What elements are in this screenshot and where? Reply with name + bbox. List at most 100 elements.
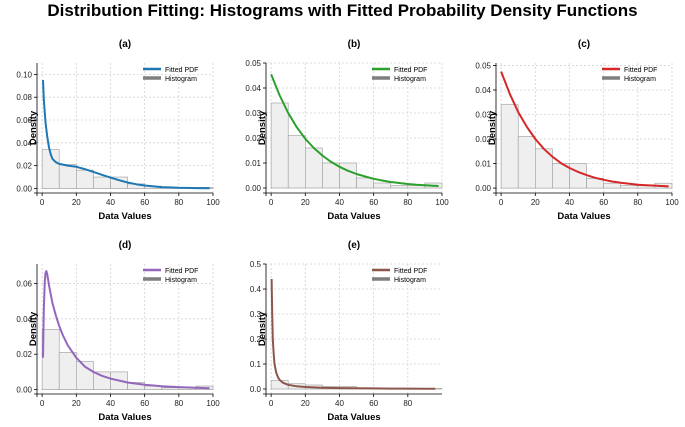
x-tick-label: 20 xyxy=(72,399,81,408)
y-tick-label: 0.06 xyxy=(16,279,32,288)
y-axis-label: Density xyxy=(487,110,498,145)
y-axis-label: Density xyxy=(28,311,39,346)
x-tick-label: 80 xyxy=(403,198,412,207)
x-tick-label: 0 xyxy=(499,198,504,207)
x-tick-label: 80 xyxy=(633,198,642,207)
y-tick-label: 0.00 xyxy=(475,184,491,193)
panel-title: (d) xyxy=(119,240,132,251)
x-tick-label: 60 xyxy=(140,399,149,408)
histogram-bar xyxy=(58,352,77,390)
y-tick-label: 0.5 xyxy=(250,260,262,269)
y-tick-label: 0.00 xyxy=(16,386,32,395)
x-tick-label: 40 xyxy=(335,198,344,207)
y-tick-label: 0.02 xyxy=(16,350,32,359)
histogram-bar xyxy=(569,163,587,189)
histogram-bar xyxy=(41,329,60,390)
x-tick-label: 0 xyxy=(40,198,45,207)
y-tick-label: 0.03 xyxy=(475,111,491,120)
legend-histogram-label: Histogram xyxy=(394,277,426,284)
legend-histogram-label: Histogram xyxy=(165,277,197,284)
figure-title: Distribution Fitting: Histograms with Fi… xyxy=(47,1,638,20)
x-tick-label: 100 xyxy=(435,198,449,207)
histogram-bar xyxy=(517,136,536,189)
y-axis-label: Density xyxy=(28,110,39,145)
y-tick-label: 0.04 xyxy=(245,84,261,93)
x-axis-label: Data Values xyxy=(327,211,380,222)
x-tick-label: 100 xyxy=(206,399,220,408)
y-tick-label: 0.02 xyxy=(475,135,491,144)
panel-title: (e) xyxy=(348,240,360,251)
x-tick-label: 80 xyxy=(174,399,183,408)
x-tick-label: 40 xyxy=(106,399,115,408)
histogram-bar xyxy=(603,182,622,189)
x-tick-label: 100 xyxy=(206,198,220,207)
y-tick-label: 0.3 xyxy=(250,310,262,319)
x-tick-label: 40 xyxy=(335,399,344,408)
x-axis-label: Data Values xyxy=(98,211,151,222)
y-tick-label: 0.05 xyxy=(245,59,261,68)
histogram-bar xyxy=(161,387,180,390)
histogram-bar xyxy=(93,176,111,189)
y-tick-label: 0.10 xyxy=(16,70,32,79)
fitted-pdf-line xyxy=(42,270,210,390)
histogram-bar xyxy=(287,135,306,189)
histogram-bar xyxy=(58,164,77,189)
y-tick-label: 0.04 xyxy=(16,139,32,148)
legend-pdf-label: Fitted PDF xyxy=(394,67,427,74)
x-tick-label: 100 xyxy=(665,198,679,207)
panel-title: (b) xyxy=(348,39,361,50)
histogram-bar xyxy=(93,371,111,390)
histogram-bar xyxy=(339,162,357,189)
histogram-bar xyxy=(390,185,409,189)
y-tick-label: 0.00 xyxy=(245,184,261,193)
y-tick-label: 0.01 xyxy=(245,159,261,168)
fitted-pdf-line xyxy=(270,278,436,390)
x-tick-label: 60 xyxy=(599,198,608,207)
x-axis-label: Data Values xyxy=(557,211,610,222)
y-tick-label: 0.08 xyxy=(16,93,32,102)
x-tick-label: 20 xyxy=(72,198,81,207)
legend-histogram-label: Histogram xyxy=(624,76,656,83)
legend-pdf-label: Fitted PDF xyxy=(165,268,198,275)
histogram-bar xyxy=(500,104,519,189)
legend-pdf-label: Fitted PDF xyxy=(165,67,198,74)
y-tick-label: 0.04 xyxy=(16,315,32,324)
chart-panel-3: 0 20 40 60 80 100 0.00 0.01 0.02 0.03 0.04 0.05 (c) D… xyxy=(475,39,679,222)
legend-pdf-label: Fitted PDF xyxy=(624,67,657,74)
x-axis-label: Data Values xyxy=(327,412,380,423)
x-axis-label: Data Values xyxy=(98,412,151,423)
x-tick-label: 80 xyxy=(174,198,183,207)
y-tick-label: 0.1 xyxy=(250,360,262,369)
y-tick-label: 0.00 xyxy=(16,184,32,193)
y-tick-label: 0.02 xyxy=(16,162,32,171)
x-tick-label: 20 xyxy=(531,198,540,207)
x-tick-label: 20 xyxy=(301,198,310,207)
y-tick-label: 0.03 xyxy=(245,109,261,118)
histogram-bar xyxy=(620,185,639,189)
chart-panel-5: 0 20 40 60 80 0.0 0.1 0.2 0.3 0.4 0.5 (e) Data Value… xyxy=(250,240,443,423)
x-tick-label: 20 xyxy=(301,399,310,408)
fitted-pdf-line xyxy=(270,73,439,187)
panel-title: (c) xyxy=(578,39,590,50)
histogram-bar xyxy=(356,177,374,189)
y-tick-label: 0.06 xyxy=(16,116,32,125)
x-tick-label: 40 xyxy=(565,198,574,207)
histogram-bar xyxy=(76,169,94,189)
histogram-bar xyxy=(322,162,340,189)
legend-pdf-label: Fitted PDF xyxy=(394,268,427,275)
chart-panel-4: 0 20 40 60 80 100 0.00 0.02 0.04 0.06 (d) Data Valu… xyxy=(16,240,220,423)
x-tick-label: 60 xyxy=(369,399,378,408)
y-axis-label: Density xyxy=(257,110,268,145)
x-tick-label: 40 xyxy=(106,198,115,207)
fitted-pdf-line xyxy=(42,80,210,190)
y-tick-label: 0.4 xyxy=(250,285,262,294)
y-tick-label: 0.2 xyxy=(250,335,262,344)
histogram-bar xyxy=(270,102,289,189)
y-tick-label: 0.01 xyxy=(475,160,491,169)
x-tick-label: 0 xyxy=(269,198,274,207)
x-tick-label: 60 xyxy=(140,198,149,207)
y-tick-label: 0.04 xyxy=(475,86,491,95)
y-tick-label: 0.0 xyxy=(250,385,262,394)
panel-title: (a) xyxy=(119,39,131,50)
x-tick-label: 0 xyxy=(40,399,45,408)
